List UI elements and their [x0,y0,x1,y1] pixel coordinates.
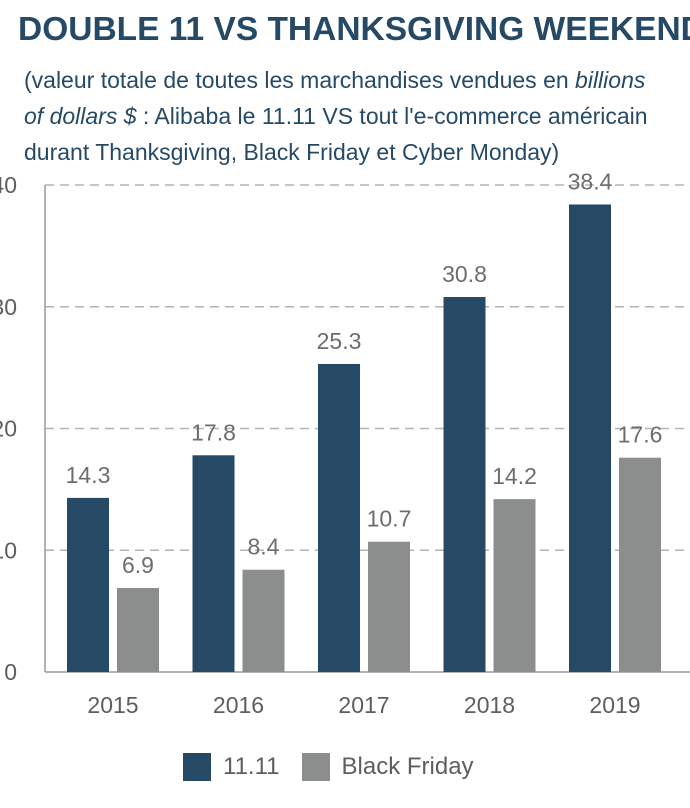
legend-swatch-1111 [183,753,211,781]
data-label: 38.4 [568,168,613,194]
legend-label-1111: 11.11 [223,753,280,780]
x-tick-label: 2019 [589,692,640,718]
bar-1111 [318,363,360,672]
data-label: 30.8 [442,261,487,287]
subtitle-line-1: (valeur totale de toutes les marchandise… [24,62,648,98]
legend-label-black-friday: Black Friday [341,753,474,780]
bar-black-friday [619,457,661,672]
y-tick-label: 30 [0,294,17,320]
subtitle-line-2: of dollars $ : Alibaba le 11.11 VS tout … [24,98,648,134]
x-tick-label: 2017 [338,692,389,718]
bar-black-friday [368,541,410,672]
data-label: 25.3 [317,328,362,354]
chart-title: DOUBLE 11 VS THANKSGIVING WEEKEND [18,11,690,48]
legend-item-black-friday: Black Friday [301,753,474,781]
legend-swatch-black-friday [301,753,330,781]
bar-1111 [443,297,486,672]
legend: 11.11 Black Friday [183,753,496,781]
bar-black-friday [242,569,285,672]
bar-1111 [67,497,109,672]
subtitle-line-1-text: (valeur totale de toutes les marchandise… [24,67,576,93]
subtitle-line-3: durant Thanksgiving, Black Friday et Cyb… [24,139,560,165]
subtitle-line-2-italic: of dollars $ [24,103,137,129]
y-tick-label: 0 [4,659,17,685]
bar-1111 [192,455,235,672]
bar-black-friday [117,587,159,672]
x-tick-label: 2016 [213,692,264,718]
bar-1111 [569,204,611,673]
bar-black-friday [493,499,536,672]
data-label: 14.2 [492,463,537,489]
data-label: 8.4 [248,534,280,560]
chart-subtitle: (valeur totale de toutes les marchandise… [24,62,648,170]
y-tick-label: 10 [0,537,17,563]
x-tick-label: 2018 [464,692,515,718]
y-tick-label: 20 [0,416,17,442]
data-label: 6.9 [122,552,154,578]
data-label: 17.6 [618,422,663,448]
y-tick-label: 40 [0,172,17,198]
subtitle-line-1-italic: billions [575,67,646,93]
data-label: 14.3 [66,462,111,488]
subtitle-line-2-text: : Alibaba le 11.11 VS tout l'e-commerce … [136,103,648,129]
data-label: 10.7 [367,506,412,532]
legend-item-1111: 11.11 [183,753,280,781]
data-label: 17.8 [191,419,236,445]
x-tick-label: 2015 [87,692,138,718]
